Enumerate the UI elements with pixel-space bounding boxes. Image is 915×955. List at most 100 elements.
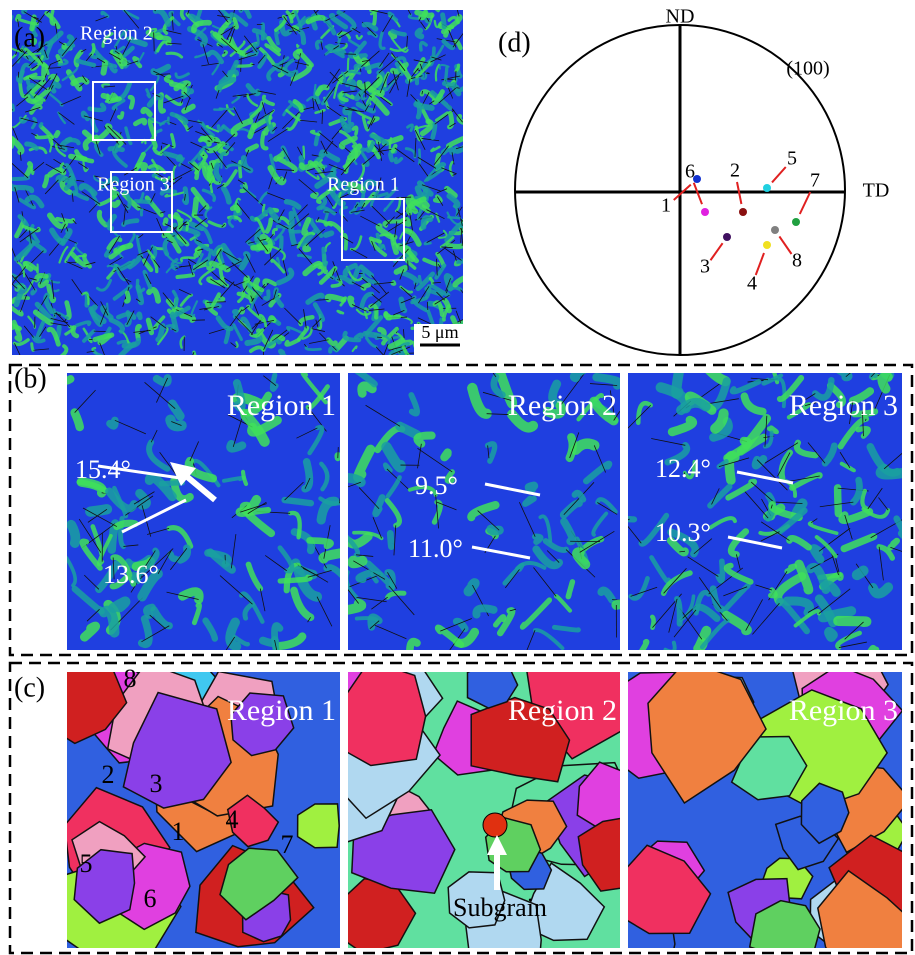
boundary [291, 214, 292, 229]
grain-label: 2 [102, 760, 115, 789]
annotation: Subgrain [453, 893, 547, 922]
pole-label: 5 [787, 148, 797, 170]
boundary [235, 312, 237, 317]
pole-points: 16257348 [661, 148, 820, 295]
panel-label: (b) [14, 363, 47, 394]
boundary [390, 533, 391, 546]
region-title: Region 3 [789, 694, 898, 727]
boundary [676, 371, 679, 393]
pole-label: 1 [661, 195, 671, 217]
boundary [446, 68, 447, 80]
boundary [869, 649, 876, 656]
boundary [236, 342, 237, 347]
boundary [444, 83, 454, 85]
boundary [576, 444, 594, 450]
boundary [882, 377, 888, 389]
boundary [140, 493, 147, 505]
boundary [359, 83, 367, 87]
boundary [450, 288, 460, 290]
boundary [425, 243, 430, 244]
axis-label: ND [666, 6, 695, 28]
boundary [55, 82, 59, 87]
boundary [268, 240, 270, 252]
boundary [141, 210, 142, 215]
boundary [443, 15, 445, 27]
boundary [32, 344, 34, 351]
pole-point [792, 218, 800, 226]
boundary [57, 219, 73, 221]
boundary [177, 275, 193, 277]
boundary [302, 163, 316, 167]
boundary [130, 97, 133, 107]
pole-point [771, 226, 779, 234]
boundary [449, 246, 462, 247]
boundary [263, 640, 275, 643]
grain-label: 6 [144, 884, 157, 913]
boundary [444, 452, 447, 457]
boundary [18, 16, 19, 19]
boundary [67, 303, 70, 318]
region-label: Region 3 [97, 174, 170, 196]
pole-point [763, 241, 771, 249]
boundary [165, 240, 167, 254]
boundary [873, 587, 888, 593]
boundary [448, 217, 460, 218]
boundary [535, 537, 540, 542]
boundary [814, 548, 821, 559]
boundary [12, 178, 28, 179]
pole-label: 7 [810, 170, 820, 192]
grain-edge [94, 331, 108, 332]
grain-label: 1 [172, 817, 185, 846]
panel-label: (c) [14, 672, 45, 703]
panel-label: (d) [498, 27, 531, 58]
figure: (a) Region 2 Region 3 Region 1 5 μm (d) … [0, 0, 915, 955]
grain-label: 7 [281, 830, 294, 859]
boundary [857, 571, 863, 575]
pole-arrow [772, 167, 786, 182]
pole-arrow [779, 236, 791, 254]
boundary [342, 604, 362, 611]
pole-point [739, 208, 747, 216]
boundary [401, 299, 404, 310]
boundary [402, 343, 409, 346]
boundary [829, 632, 833, 637]
boundary [338, 311, 343, 313]
region-title: Region 1 [227, 694, 336, 727]
ipf-map [584, 645, 915, 955]
boundary [350, 298, 352, 304]
boundary [75, 413, 80, 427]
grain-label: 8 [124, 664, 137, 693]
boundary [9, 0, 25, 12]
boundary [92, 45, 94, 54]
region-title: Region 2 [508, 694, 617, 727]
boundary [55, 290, 59, 291]
boundary [677, 599, 680, 624]
boundary [143, 110, 150, 115]
grain-edge [138, 0, 156, 11]
boundary [395, 159, 401, 163]
panel-label: (a) [14, 22, 45, 53]
boundary [305, 246, 308, 250]
grain-label: 3 [150, 769, 163, 798]
boundary [838, 621, 866, 622]
boundary [570, 437, 573, 458]
angle-label: 9.5° [415, 471, 458, 500]
angle-label: 10.3° [655, 518, 711, 547]
boundary [236, 64, 252, 66]
grain-edge [1, 110, 13, 111]
boundary [110, 420, 115, 426]
boundary [787, 566, 794, 571]
boundary [446, 30, 449, 35]
grain-label: 4 [226, 805, 239, 834]
boundary [297, 45, 298, 47]
boundary [114, 145, 117, 151]
boundary [417, 12, 432, 15]
region-label: Region 1 [327, 174, 400, 196]
boundary [127, 312, 130, 324]
region-title: Region 3 [789, 389, 898, 422]
pole-point [701, 208, 709, 216]
boundary [397, 268, 406, 272]
boundary [107, 252, 109, 255]
boundary [56, 133, 58, 136]
pole-point [723, 233, 731, 241]
